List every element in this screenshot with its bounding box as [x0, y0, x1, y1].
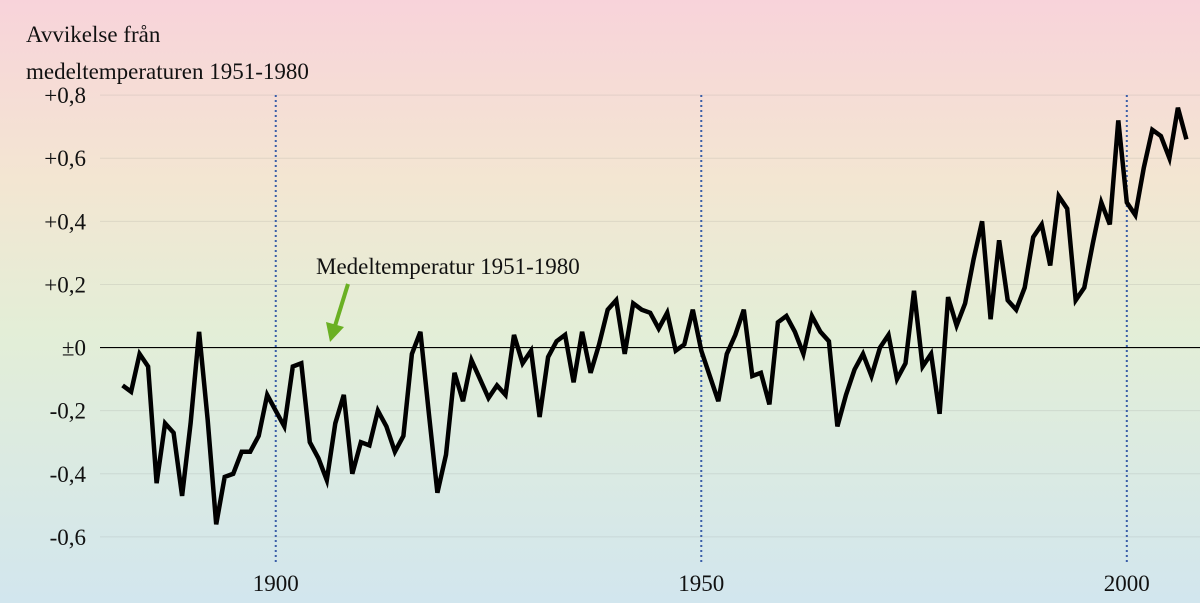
- y-tick-label: +0,6: [44, 146, 86, 171]
- y-tick-label: +0,8: [44, 83, 86, 108]
- y-tick-label: +0,4: [44, 209, 86, 234]
- y-tick-label: -0,4: [50, 462, 87, 487]
- y-tick-label: -0,6: [50, 525, 86, 550]
- data-line: [121, 107, 1189, 525]
- y-tick-label: -0,2: [50, 399, 86, 424]
- annotation: Medeltemperatur 1951-1980: [316, 254, 580, 279]
- x-tick-label: 1900: [253, 571, 299, 596]
- chart-title: Avvikelse från: [26, 22, 161, 47]
- x-tick-label: 1950: [678, 571, 724, 596]
- annotation-arrow: [333, 283, 350, 327]
- x-tick-label: 2000: [1104, 571, 1150, 596]
- y-tick-label: ±0: [62, 336, 86, 361]
- annotation-arrowhead: [326, 322, 344, 342]
- chart-title: medeltemperaturen 1951-1980: [26, 59, 309, 84]
- y-tick-label: +0,2: [44, 272, 86, 297]
